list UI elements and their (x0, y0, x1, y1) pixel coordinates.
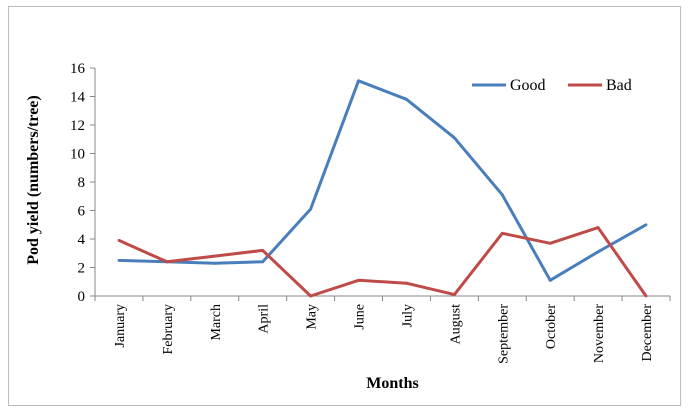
chart-frame (8, 6, 681, 406)
legend-label-good: Good (510, 77, 546, 94)
y-tick-label: 16 (70, 61, 86, 77)
y-tick-label: 2 (78, 261, 86, 277)
data-point-bad (596, 226, 600, 230)
x-tick-label: February (161, 304, 176, 355)
x-tick-label: October (544, 304, 559, 349)
x-tick-label: August (448, 304, 463, 345)
series-bad (117, 226, 648, 298)
data-point-bad (500, 231, 504, 235)
data-point-bad (357, 278, 360, 282)
x-tick-label: May (305, 304, 320, 330)
y-tick-label: 0 (78, 289, 86, 305)
data-point-good (500, 193, 504, 197)
data-point-good (357, 79, 360, 83)
data-point-bad (117, 239, 121, 242)
data-point-bad (165, 260, 169, 264)
x-tick-label: December (640, 304, 655, 362)
data-point-bad (261, 249, 265, 252)
y-tick-label: 4 (78, 232, 86, 248)
x-tick-label: April (257, 304, 272, 334)
data-point-bad (548, 241, 552, 245)
data-point-good (405, 97, 408, 101)
x-tick-label: July (400, 304, 415, 327)
y-axis-title: Pod yield (numbers/tree) (25, 95, 42, 264)
y-tick-label: 6 (78, 204, 86, 220)
y-tick-label: 10 (70, 147, 85, 163)
data-point-good (117, 258, 121, 262)
data-point-good (309, 207, 313, 211)
y-tick-label: 8 (78, 175, 86, 191)
data-point-good (596, 250, 600, 254)
x-axis-title: Months (366, 375, 418, 392)
series-good (117, 79, 648, 282)
data-point-good (644, 223, 648, 227)
data-point-bad (644, 294, 648, 298)
x-tick-label: November (592, 304, 607, 363)
data-point-bad (452, 293, 456, 296)
legend-label-bad: Bad (606, 77, 632, 94)
data-point-good (452, 136, 456, 140)
data-point-bad (213, 254, 217, 258)
y-tick-label: 14 (70, 90, 86, 106)
y-tick-label: 12 (70, 118, 85, 134)
x-tick-label: January (113, 304, 128, 348)
series-line-good (118, 79, 647, 282)
data-point-good (213, 261, 217, 265)
data-point-good (261, 260, 265, 264)
data-point-good (548, 278, 552, 282)
x-tick-label: September (496, 304, 511, 364)
series-line-bad (118, 226, 648, 298)
x-tick-label: June (353, 304, 368, 330)
x-tick-label: March (209, 304, 224, 341)
data-point-bad (309, 294, 313, 298)
data-point-bad (405, 281, 408, 285)
